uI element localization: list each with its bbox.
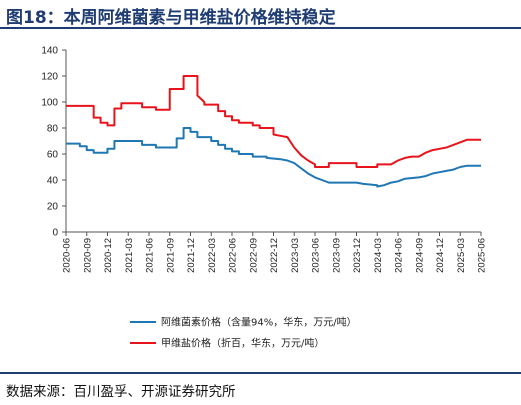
y-tick-label: 120 (41, 72, 58, 83)
x-tick-label: 2021-12 (186, 238, 197, 273)
y-tick-label: 0 (52, 228, 58, 239)
x-tick-label: 2021-03 (124, 238, 135, 273)
y-tick-label: 20 (47, 202, 59, 213)
series-line-1 (66, 127, 481, 188)
x-tick-label: 2020-09 (82, 238, 93, 273)
x-tick-label: 2021-09 (165, 238, 176, 273)
y-tick-label: 60 (47, 150, 59, 161)
x-tick-label: 2024-09 (414, 238, 425, 273)
title-rule (0, 27, 521, 29)
source-rule (0, 372, 521, 374)
x-tick-label: 2022-03 (207, 238, 218, 273)
x-tick-label: 2023-03 (290, 238, 301, 273)
x-tick-label: 2020-06 (62, 238, 73, 273)
chart-title: 图18：本周阿维菌素与甲维盐价格维持稳定 (6, 8, 336, 28)
source-note: 数据来源：百川盈孚、开源证券研究所 (6, 384, 236, 400)
x-tick-label: 2025-06 (477, 238, 488, 273)
series-line-2 (66, 75, 481, 168)
x-tick-label: 2024-12 (435, 238, 446, 273)
x-tick-label: 2021-06 (145, 238, 156, 273)
y-tick-label: 40 (47, 176, 59, 187)
x-tick-label: 2020-12 (103, 238, 114, 273)
line-chart: 0 20 40 60 80 100 120 140 2020-06 2020-09 2020-12… (41, 46, 488, 350)
x-tick-label: 2023-06 (311, 238, 322, 273)
x-tick-label: 2024-06 (394, 238, 405, 273)
x-tick-label: 2025-03 (456, 238, 467, 273)
x-axis: 2020-06 2020-09 2020-12 2021-03 2021-06 2021-… (62, 231, 488, 273)
x-tick-label: 2022-12 (269, 238, 280, 273)
y-tick-label: 80 (47, 124, 59, 135)
legend: 阿维菌素价格（含量94%，华东，万元/吨） 甲维盐价格（折百，华东，万元/吨） (130, 316, 357, 350)
legend-label-1: 阿维菌素价格（含量94%，华东，万元/吨） (161, 316, 357, 329)
legend-label-2: 甲维盐价格（折百，华东，万元/吨） (161, 337, 324, 350)
x-tick-label: 2024-03 (373, 238, 384, 273)
series-layer (66, 75, 481, 188)
x-tick-label: 2022-09 (248, 238, 259, 273)
y-tick-label: 140 (41, 46, 58, 57)
x-tick-label: 2023-12 (352, 238, 363, 273)
x-tick-label: 2022-06 (228, 238, 239, 273)
x-tick-label: 2023-09 (331, 238, 342, 273)
y-tick-label: 100 (41, 98, 58, 109)
y-axis: 0 20 40 60 80 100 120 140 (41, 46, 67, 239)
